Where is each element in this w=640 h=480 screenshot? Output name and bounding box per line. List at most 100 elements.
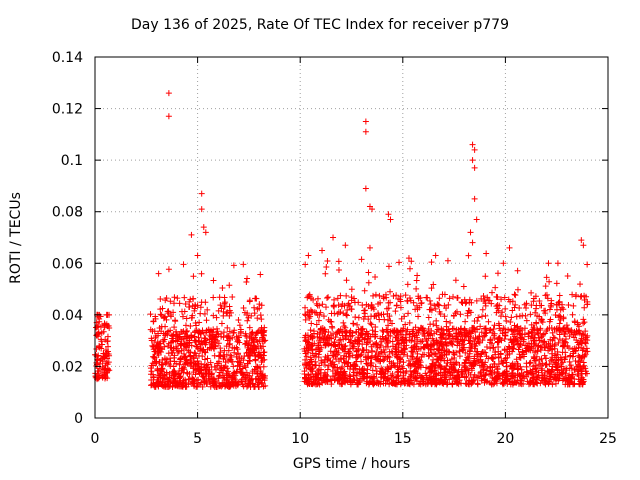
data-point: [530, 337, 537, 344]
data-point: [580, 376, 587, 383]
data-point: [397, 381, 404, 388]
data-point: [241, 309, 248, 316]
data-point: [251, 383, 258, 390]
data-point: [366, 375, 373, 382]
data-point: [362, 118, 369, 125]
data-point: [245, 382, 252, 389]
data-point: [413, 375, 420, 382]
data-point: [223, 310, 230, 317]
data-point: [448, 356, 455, 363]
data-point: [171, 352, 178, 359]
data-point: [382, 367, 389, 374]
data-point: [152, 334, 159, 341]
y-tick-label: 0.1: [61, 153, 83, 169]
data-point: [514, 267, 521, 274]
data-point: [178, 340, 185, 347]
data-point: [308, 358, 315, 365]
data-point: [523, 304, 530, 311]
data-point: [257, 271, 264, 278]
data-point: [501, 336, 508, 343]
data-point: [362, 313, 369, 320]
data-point: [536, 337, 543, 344]
data-point: [363, 301, 370, 308]
data-point: [95, 352, 102, 359]
data-point: [365, 269, 372, 276]
data-point: [390, 292, 397, 299]
data-point: [240, 371, 247, 378]
data-point: [518, 335, 525, 342]
data-point: [226, 312, 233, 319]
data-point: [461, 337, 468, 344]
data-point: [361, 373, 368, 380]
data-point: [465, 252, 472, 259]
data-point: [510, 339, 517, 346]
data-point: [102, 365, 109, 372]
data-point: [94, 357, 101, 364]
data-point: [561, 324, 568, 331]
data-point: [305, 252, 312, 259]
data-point: [468, 363, 475, 370]
data-point: [456, 348, 463, 355]
data-point: [461, 362, 468, 369]
data-point: [104, 311, 111, 318]
data-point: [384, 337, 391, 344]
data-point: [433, 375, 440, 382]
data-point: [325, 294, 332, 301]
data-point: [201, 339, 208, 346]
data-point: [465, 353, 472, 360]
data-point: [392, 308, 399, 315]
data-point: [252, 332, 259, 339]
data-point: [518, 377, 525, 384]
data-point: [325, 316, 332, 323]
data-point: [334, 366, 341, 373]
data-point: [576, 341, 583, 348]
data-point: [182, 322, 189, 329]
data-point: [485, 297, 492, 304]
data-point: [304, 342, 311, 349]
data-point: [502, 332, 509, 339]
axis-ticks: 0 5 10 15 20 25 0 0.02 0.04 0.06 0.08 0.1 0.12 0.14: [52, 50, 617, 447]
data-point: [176, 361, 183, 368]
data-point: [501, 294, 508, 301]
data-point: [359, 370, 366, 377]
data-point: [535, 334, 542, 341]
data-point: [536, 356, 543, 363]
data-point: [331, 339, 338, 346]
data-point: [348, 297, 355, 304]
data-point: [354, 321, 361, 328]
data-point: [164, 331, 171, 338]
data-point: [100, 350, 107, 357]
data-point: [487, 363, 494, 370]
data-point: [567, 362, 574, 369]
data-point: [494, 339, 501, 346]
data-point: [179, 313, 186, 320]
data-point: [257, 327, 264, 334]
data-point: [302, 312, 309, 319]
data-point: [573, 291, 580, 298]
data-point: [259, 379, 266, 386]
y-tick-label: 0.02: [52, 359, 83, 375]
data-point: [415, 346, 422, 353]
data-point: [197, 304, 204, 311]
data-point: [313, 321, 320, 328]
data-point: [375, 312, 382, 319]
data-point: [224, 324, 231, 331]
data-point: [192, 350, 199, 357]
data-point: [387, 216, 394, 223]
data-point: [243, 374, 250, 381]
data-point: [428, 381, 435, 388]
data-point: [177, 358, 184, 365]
data-point: [554, 348, 561, 355]
data-point: [489, 289, 496, 296]
data-point: [213, 383, 220, 390]
data-point: [226, 282, 233, 289]
data-point: [181, 294, 188, 301]
data-point: [506, 350, 513, 357]
data-point: [434, 301, 441, 308]
data-point: [566, 379, 573, 386]
data-point: [406, 380, 413, 387]
data-point: [443, 381, 450, 388]
data-point: [509, 307, 516, 314]
data-point: [150, 380, 157, 387]
data-point: [160, 338, 167, 345]
